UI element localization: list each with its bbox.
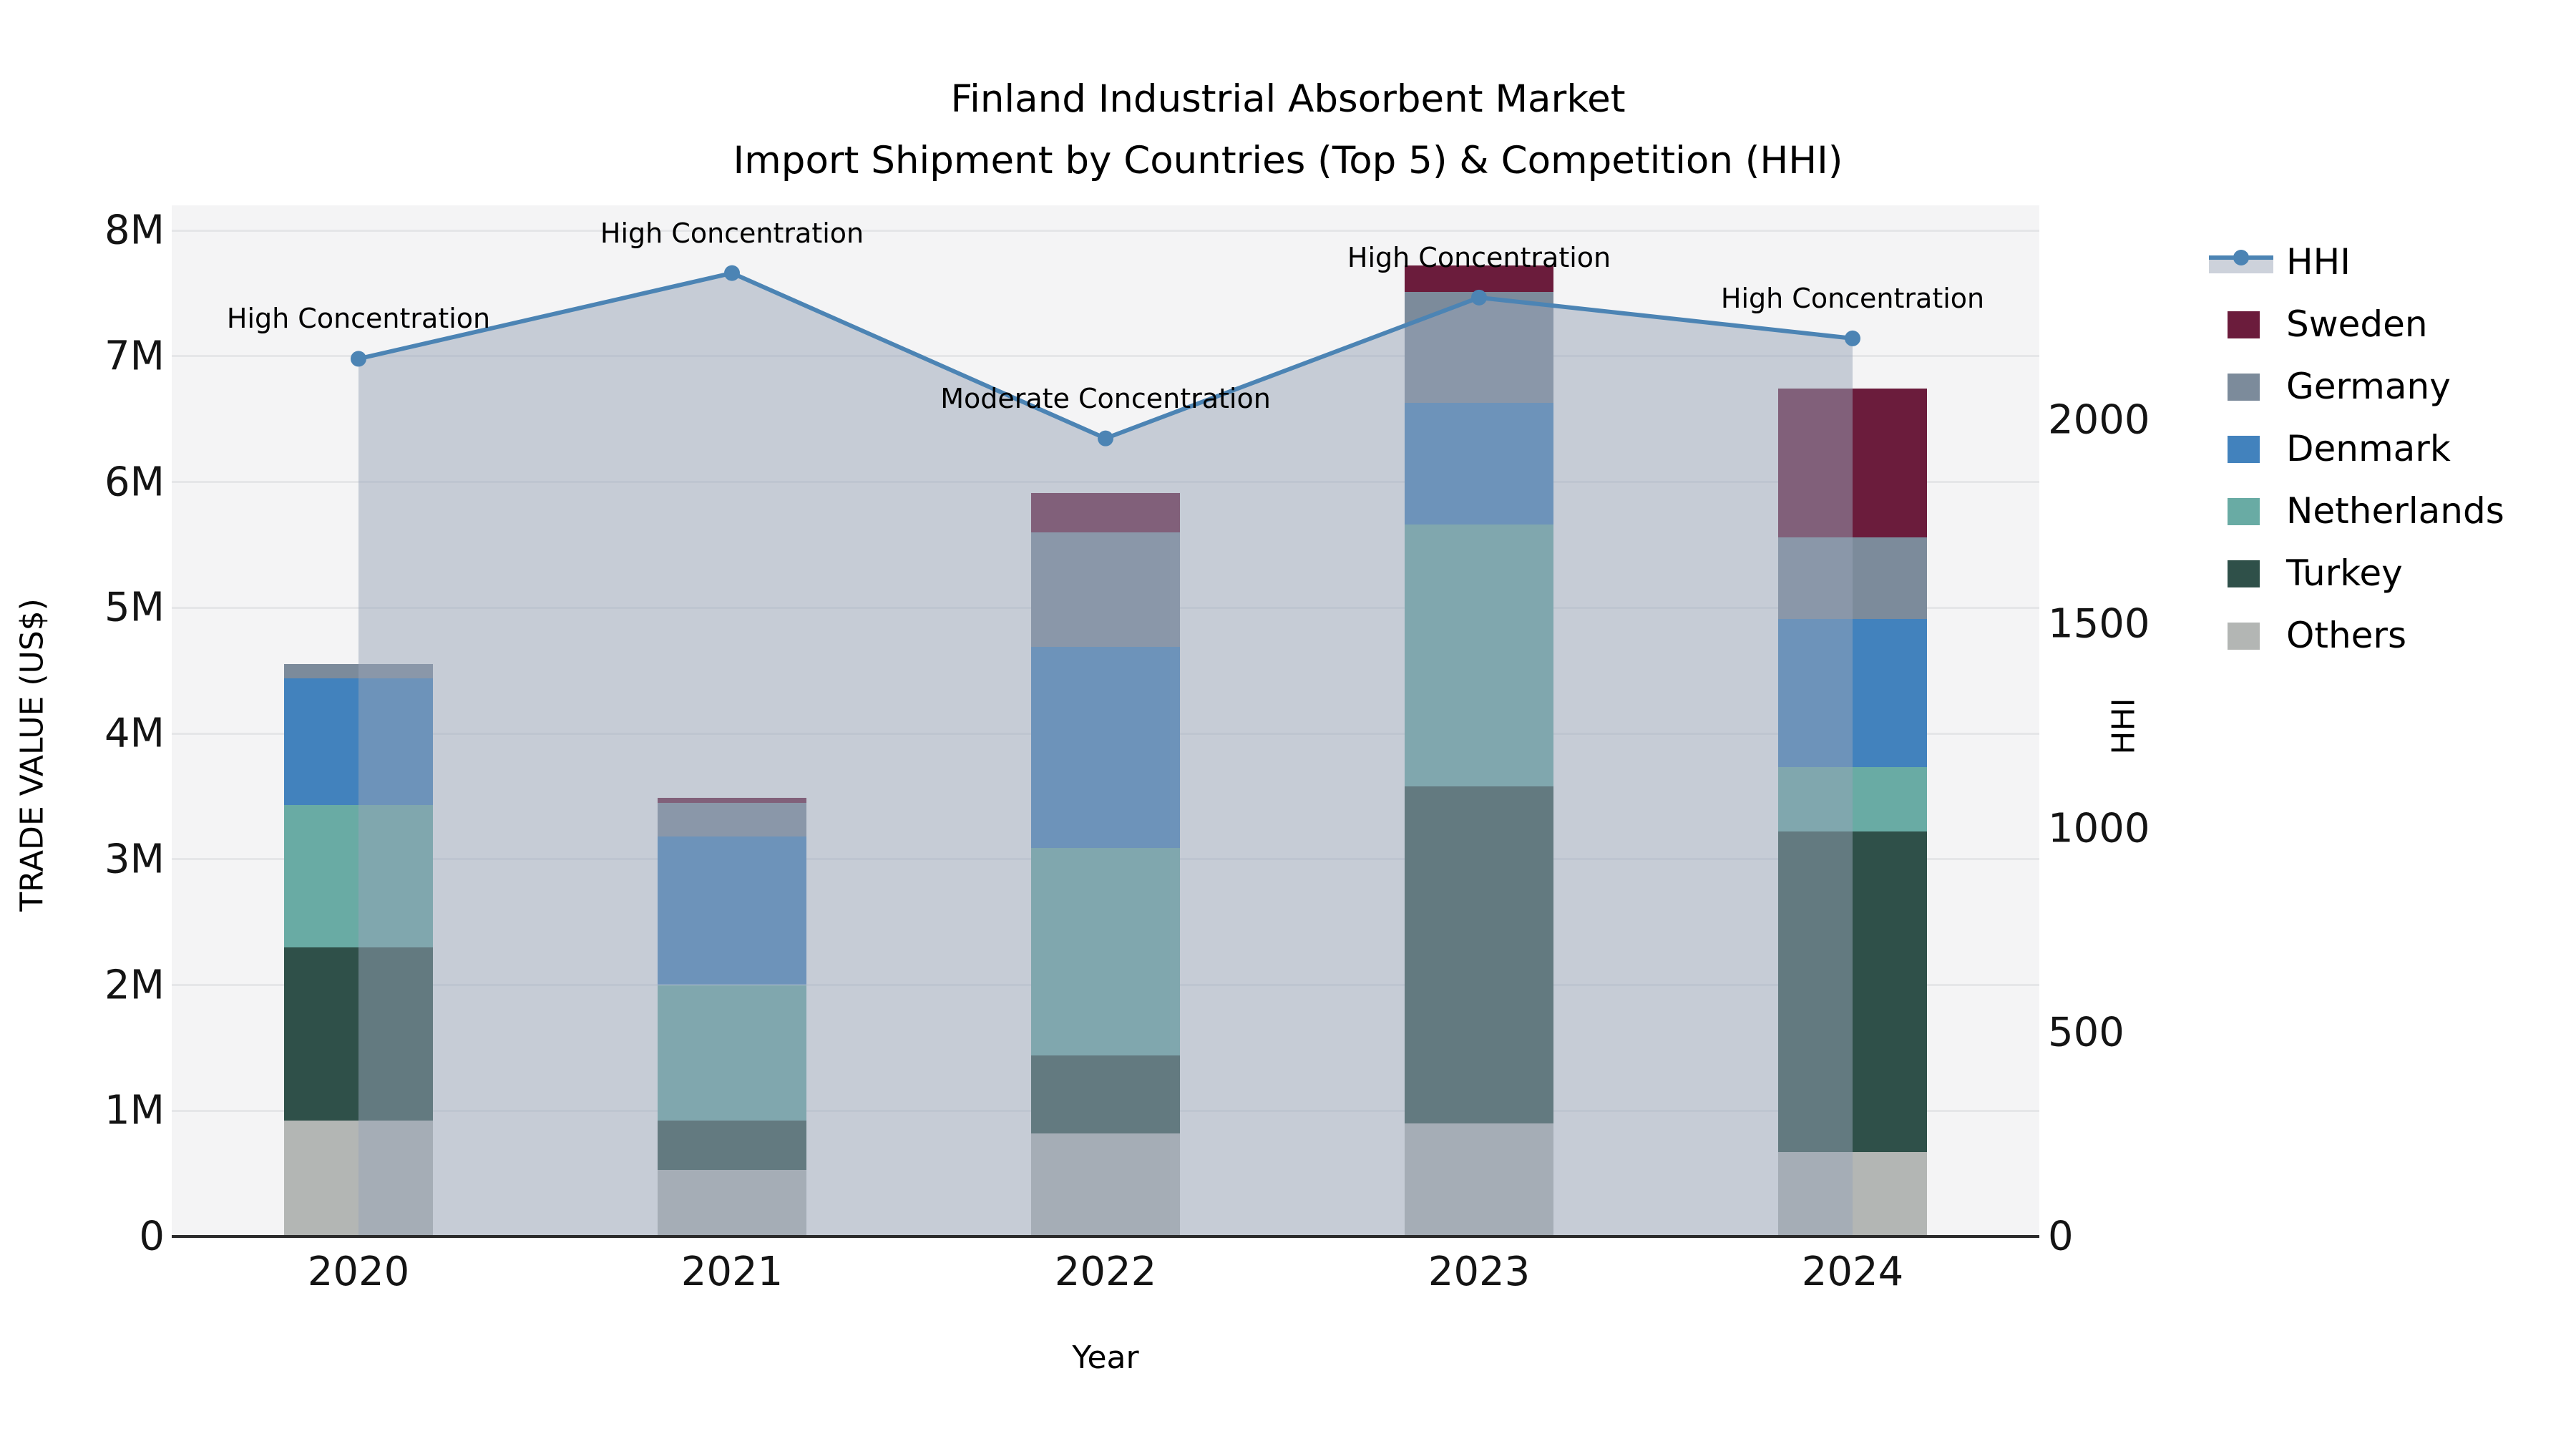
ytick-right-1000: 1000 (2048, 805, 2150, 852)
hhi-area-swatch (2209, 257, 2273, 273)
gridline-7M (172, 355, 2039, 358)
hhi-marker-dot-icon (2233, 249, 2249, 265)
ytick-left-1M: 1M (104, 1087, 165, 1134)
bar-segment-2023-denmark (1405, 402, 1553, 525)
color-swatch-icon (2209, 433, 2273, 464)
swatch-netherlands (2228, 497, 2260, 525)
swatch-germany (2228, 373, 2260, 401)
bar-segment-2021-turkey (658, 1121, 806, 1170)
legend-label-others: Others (2286, 614, 2407, 656)
color-swatch-icon (2209, 557, 2273, 589)
color-swatch-icon (2209, 495, 2273, 527)
bar-segment-2021-others (658, 1169, 806, 1236)
bar-segment-2022-germany (1031, 532, 1180, 647)
x-axis-line (172, 1235, 2039, 1238)
xtick-2021: 2021 (680, 1249, 784, 1295)
bar-segment-2023-germany (1405, 292, 1553, 403)
bar-segment-2020-others (284, 1121, 433, 1236)
swatch-turkey (2228, 560, 2260, 587)
y-axis-label-left: TRADE VALUE (US$) (14, 598, 51, 912)
bar-segment-2021-sweden (658, 797, 806, 803)
legend-label-netherlands: Netherlands (2286, 489, 2504, 532)
legend-item-germany: Germany (2209, 355, 2504, 417)
ytick-left-0: 0 (139, 1213, 165, 1260)
bar-segment-2022-turkey (1031, 1055, 1180, 1133)
ytick-left-6M: 6M (104, 459, 165, 505)
annotation-2023: High Concentration (1347, 241, 1611, 273)
swatch-sweden (2228, 311, 2260, 338)
legend-label-turkey: Turkey (2286, 552, 2403, 594)
bar-segment-2020-turkey (284, 947, 433, 1121)
legend-item-others: Others (2209, 604, 2504, 666)
swatch-denmark (2228, 435, 2260, 463)
legend-label-sweden: Sweden (2286, 303, 2428, 345)
x-axis-label: Year (1072, 1340, 1139, 1376)
color-swatch-icon (2209, 308, 2273, 340)
bar-segment-2024-others (1778, 1152, 1927, 1236)
bar-segment-2022-others (1031, 1133, 1180, 1236)
xtick-2020: 2020 (307, 1249, 410, 1295)
bar-segment-2020-netherlands (284, 805, 433, 947)
xtick-2024: 2024 (1801, 1249, 1904, 1295)
legend-item-netherlands: Netherlands (2209, 479, 2504, 542)
chart-title-line1: Finland Industrial Absorbent Market (950, 77, 1626, 121)
bar-segment-2021-germany (658, 802, 806, 837)
ytick-left-3M: 3M (104, 836, 165, 883)
ytick-right-500: 500 (2048, 1009, 2124, 1056)
bar-segment-2024-turkey (1778, 831, 1927, 1153)
bar-segment-2021-netherlands (658, 985, 806, 1121)
bar-segment-2022-denmark (1031, 646, 1180, 848)
hhi-line-icon (2209, 246, 2273, 278)
chart-title: Finland Industrial Absorbent Market Impo… (0, 69, 2576, 192)
bar-segment-2020-denmark (284, 678, 433, 806)
ytick-left-5M: 5M (104, 584, 165, 631)
bar-segment-2020-germany (284, 664, 433, 678)
annotation-2020: High Concentration (226, 303, 491, 335)
legend-label-germany: Germany (2286, 365, 2451, 407)
xtick-2023: 2023 (1428, 1249, 1531, 1295)
legend-item-denmark: Denmark (2209, 417, 2504, 479)
bar-segment-2022-netherlands (1031, 847, 1180, 1055)
ytick-right-2000: 2000 (2048, 396, 2150, 444)
chart-title-line2: Import Shipment by Countries (Top 5) & C… (733, 139, 1843, 182)
bar-segment-2021-denmark (658, 836, 806, 985)
ytick-right-1500: 1500 (2048, 600, 2150, 648)
color-swatch-icon (2209, 620, 2273, 651)
gridline-6M (172, 481, 2039, 483)
legend-label-denmark: Denmark (2286, 427, 2451, 469)
bar-segment-2024-denmark (1778, 619, 1927, 768)
bar-segment-2023-turkey (1405, 786, 1553, 1123)
gridline-8M (172, 229, 2039, 232)
ytick-left-7M: 7M (104, 333, 165, 380)
legend-item-sweden: Sweden (2209, 293, 2504, 355)
bar-segment-2024-germany (1778, 537, 1927, 620)
bar-segment-2024-netherlands (1778, 767, 1927, 832)
xtick-2022: 2022 (1054, 1249, 1157, 1295)
annotation-2024: High Concentration (1720, 282, 1985, 314)
legend-label-hhi: HHI (2286, 240, 2351, 283)
color-swatch-icon (2209, 371, 2273, 402)
bar-segment-2023-others (1405, 1123, 1553, 1236)
ytick-left-8M: 8M (104, 207, 165, 254)
swatch-others (2228, 622, 2260, 650)
legend-item-turkey: Turkey (2209, 542, 2504, 604)
legend: HHI Sweden Germany Denmark Netherlands Turkey… (2209, 230, 2504, 666)
bar-segment-2022-sweden (1031, 493, 1180, 532)
bar-segment-2024-sweden (1778, 389, 1927, 537)
annotation-2022: Moderate Concentration (940, 382, 1271, 414)
ytick-left-2M: 2M (104, 962, 165, 1008)
ytick-right-0: 0 (2048, 1213, 2074, 1260)
legend-item-hhi: HHI (2209, 230, 2504, 293)
annotation-2021: High Concentration (600, 217, 864, 249)
bar-segment-2023-netherlands (1405, 525, 1553, 786)
ytick-left-4M: 4M (104, 710, 165, 757)
y-axis-label-right: HHI (2105, 698, 2142, 755)
